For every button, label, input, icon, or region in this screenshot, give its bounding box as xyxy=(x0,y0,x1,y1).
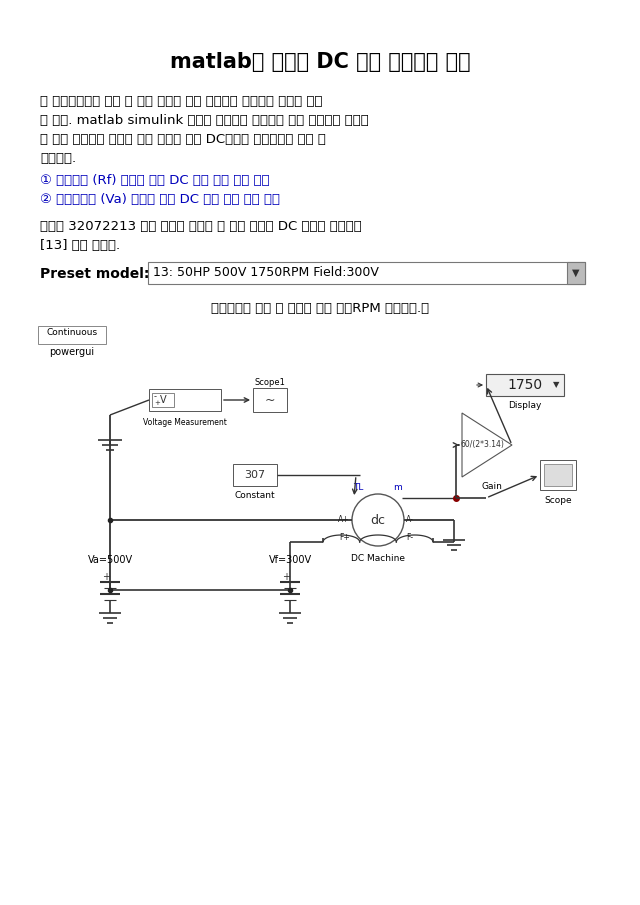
Text: Display: Display xyxy=(508,401,541,410)
FancyBboxPatch shape xyxy=(149,389,221,411)
Text: ~: ~ xyxy=(265,394,275,406)
Text: 13: 50HP 500V 1750RPM Field:300V: 13: 50HP 500V 1750RPM Field:300V xyxy=(153,266,379,279)
FancyBboxPatch shape xyxy=(38,326,106,344)
Text: 학번이 32072213 이기 때문에 마지막 두 자리 숫자를 DC 모터의 모델번호: 학번이 32072213 이기 때문에 마지막 두 자리 숫자를 DC 모터의 … xyxy=(40,220,362,233)
Text: +: + xyxy=(282,572,290,582)
Text: Gain: Gain xyxy=(481,482,502,491)
FancyBboxPatch shape xyxy=(152,393,174,407)
Text: A-: A- xyxy=(406,516,414,525)
Text: ▼: ▼ xyxy=(572,268,580,278)
FancyBboxPatch shape xyxy=(544,464,572,486)
Text: 를 보고 이해하여 전압과 저항 변화에 따른 DC모터의 속도변화에 대해 기: 를 보고 이해하여 전압과 저항 변화에 따른 DC모터의 속도변화에 대해 기 xyxy=(40,133,326,146)
FancyBboxPatch shape xyxy=(540,460,576,490)
Text: F+: F+ xyxy=(339,534,350,542)
Text: 307: 307 xyxy=(244,470,266,480)
FancyBboxPatch shape xyxy=(567,262,585,284)
Text: Voltage Measurement: Voltage Measurement xyxy=(143,418,227,427)
Text: Constant: Constant xyxy=(235,491,275,500)
Text: F-: F- xyxy=(406,534,413,542)
Text: [13] 으로 하였다.: [13] 으로 하였다. xyxy=(40,239,120,252)
Text: DC Machine: DC Machine xyxy=(351,554,405,563)
Text: dc: dc xyxy=(371,513,385,527)
Text: 록하였다.: 록하였다. xyxy=(40,152,76,165)
Text: 고 있다. matlab simulink 기능을 이용하여 회로도를 직접 작성하고 그래프: 고 있다. matlab simulink 기능을 이용하여 회로도를 직접 작… xyxy=(40,114,369,127)
Text: Vf=300V: Vf=300V xyxy=(268,555,312,565)
Text: 〈게자저항 없을 시 부하를 통해 정격RPM 맞춰보자.〉: 〈게자저항 없을 시 부하를 통해 정격RPM 맞춰보자.〉 xyxy=(211,302,429,315)
Text: 60/(2*3.14): 60/(2*3.14) xyxy=(460,441,504,450)
Text: Va=500V: Va=500V xyxy=(88,555,132,565)
Text: Scope: Scope xyxy=(544,496,572,505)
Text: TL: TL xyxy=(353,483,363,492)
Text: Scope1: Scope1 xyxy=(255,378,285,387)
FancyBboxPatch shape xyxy=(253,388,287,412)
Text: A+: A+ xyxy=(339,516,350,525)
FancyBboxPatch shape xyxy=(148,262,585,284)
Text: powergui: powergui xyxy=(49,347,95,357)
Text: Preset model:: Preset model: xyxy=(40,267,149,281)
Text: ① 게자저항 (Rf) 변화에 따른 DC 모터 속도 제어 방법: ① 게자저항 (Rf) 변화에 따른 DC 모터 속도 제어 방법 xyxy=(40,174,269,187)
Text: Continuous: Continuous xyxy=(47,328,97,337)
Text: 이 설계보고서는 아래 두 가지 사항에 대해 설계하고 이해하는 과정을 다루: 이 설계보고서는 아래 두 가지 사항에 대해 설계하고 이해하는 과정을 다루 xyxy=(40,95,323,108)
Text: ② 전기자전압 (Va) 변화에 따른 DC 모터 속도 제어 방법: ② 전기자전압 (Va) 변화에 따른 DC 모터 속도 제어 방법 xyxy=(40,193,280,206)
Text: matlab을 이용한 DC 모터 속도제어 설계: matlab을 이용한 DC 모터 속도제어 설계 xyxy=(170,52,470,72)
Text: m: m xyxy=(394,483,403,492)
Text: ▼: ▼ xyxy=(553,380,559,389)
Text: +: + xyxy=(102,572,110,582)
FancyBboxPatch shape xyxy=(486,374,564,396)
FancyBboxPatch shape xyxy=(233,464,277,486)
Text: +: + xyxy=(154,400,160,406)
Text: -: - xyxy=(154,393,157,402)
Text: V: V xyxy=(160,395,166,405)
Text: 1750: 1750 xyxy=(508,378,543,392)
